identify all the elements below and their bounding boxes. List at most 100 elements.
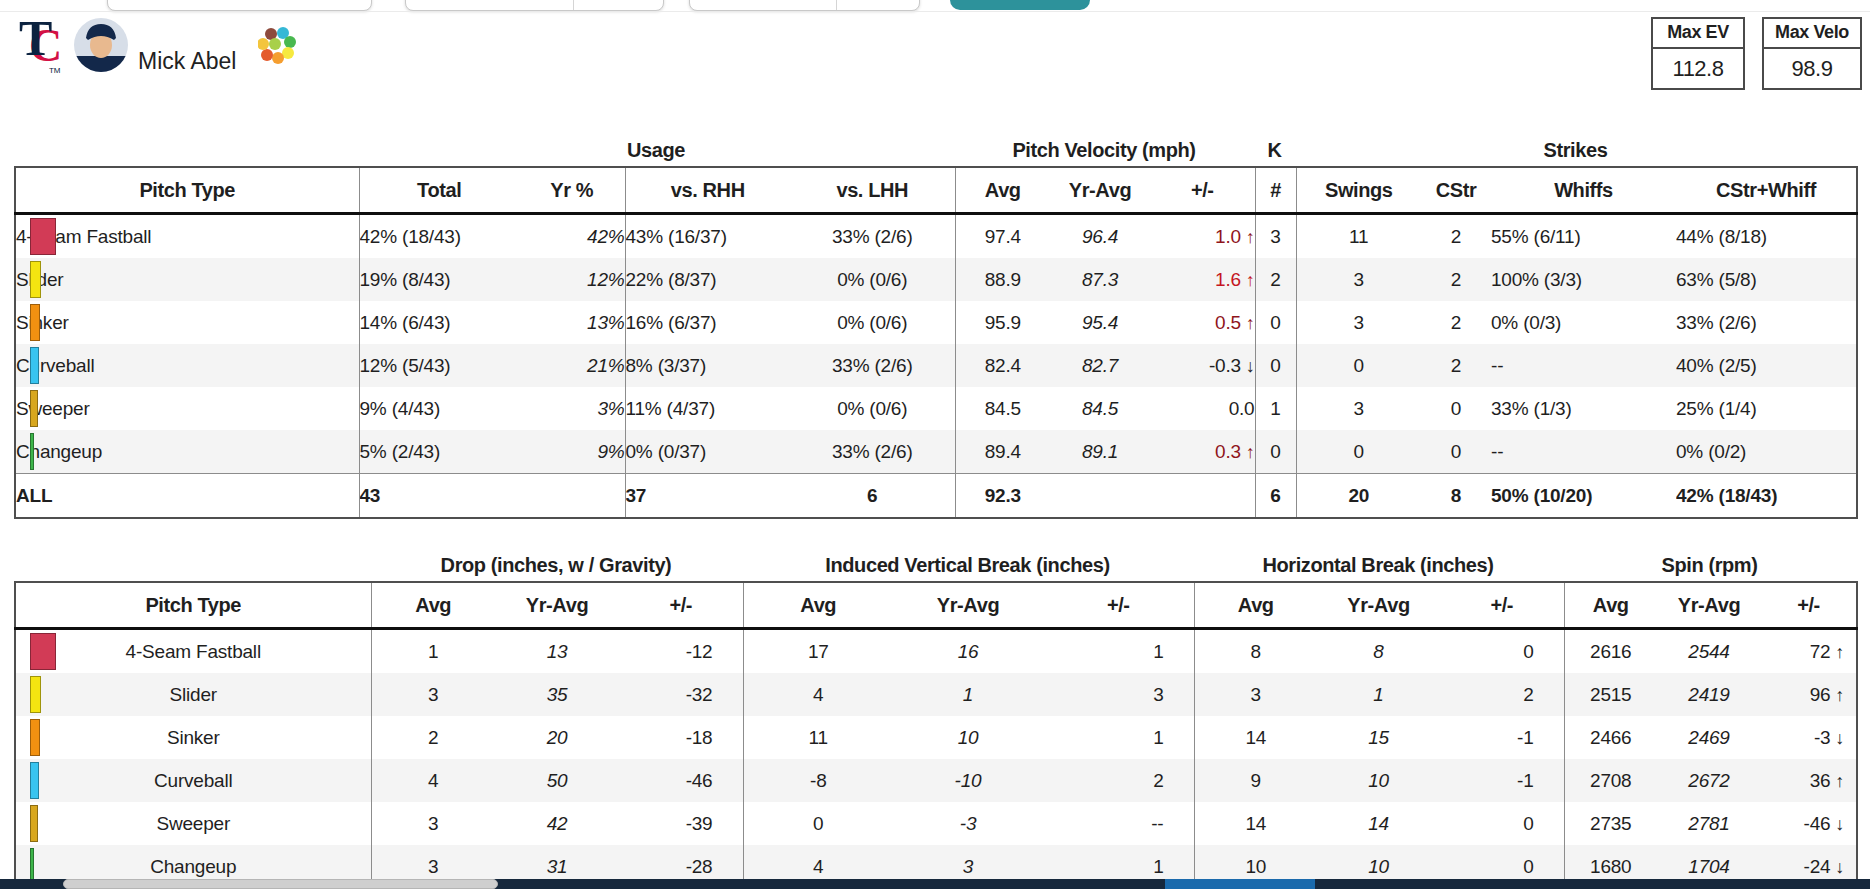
col-header-hb-delta: +/-	[1440, 582, 1564, 629]
spin-yr-cell: 2469	[1657, 716, 1761, 759]
yr-pct-cell	[519, 474, 625, 519]
whiffs-cell: 50% (10/20)	[1491, 474, 1676, 519]
col-header-drop-avg: Avg	[371, 582, 495, 629]
max-ev-box: Max EV 112.8	[1651, 17, 1745, 90]
spin-delta-cell: -3 ↓	[1761, 716, 1857, 759]
drop-avg-cell: 1	[371, 629, 495, 674]
col-header-spin-avg: Avg	[1564, 582, 1657, 629]
k-cell: 3	[1255, 214, 1296, 259]
row-curveball[interactable]: Curveball450-46-8-102910-12708267236 ↑	[15, 759, 1857, 802]
ivb-delta-cell: --	[1043, 802, 1194, 845]
pitch-type-cell: Curveball	[15, 759, 371, 802]
row-changeup[interactable]: Changeup5% (2/43)9%0% (0/37)33% (2/6)89.…	[15, 430, 1857, 474]
whiffs-cell: 33% (1/3)	[1491, 387, 1676, 430]
ivb-avg-cell: 11	[743, 716, 893, 759]
total-cell: 9% (4/43)	[359, 387, 519, 430]
pitch-name: Curveball	[16, 355, 94, 376]
total-cell: 43	[359, 474, 519, 519]
hb-avg-cell: 14	[1194, 802, 1317, 845]
col-header-velo-delta: +/-	[1150, 167, 1255, 214]
hb-delta-cell: -1	[1440, 759, 1564, 802]
blue-scroll-segment[interactable]	[1165, 879, 1315, 889]
toolbar-fragment-1[interactable]	[107, 0, 372, 11]
pitch-name: Slider	[170, 684, 217, 705]
row-sweeper[interactable]: Sweeper9% (4/43)3%11% (4/37)0% (0/6)84.5…	[15, 387, 1857, 430]
cstr-cell: 0	[1421, 430, 1491, 474]
lhh-cell: 33% (2/6)	[790, 344, 955, 387]
hb-avg-cell: 8	[1194, 629, 1317, 674]
swings-cell: 3	[1296, 301, 1421, 344]
swings-cell: 3	[1296, 387, 1421, 430]
col-header-hb-yr-avg: Yr-Avg	[1317, 582, 1440, 629]
group-strikes: Strikes	[1295, 139, 1856, 162]
spin-delta-cell: -46 ↓	[1761, 802, 1857, 845]
cstr-cell: 0	[1421, 387, 1491, 430]
pitch-color-swatch	[30, 676, 41, 713]
velo-yr-cell: 82.7	[1050, 344, 1150, 387]
down-arrow-icon: ↓	[1241, 356, 1255, 376]
pitch-color-swatch	[30, 390, 38, 427]
row-4-seam-fastball[interactable]: 4-Seam Fastball42% (18/43)42%43% (16/37)…	[15, 214, 1857, 259]
cstr-cell: 2	[1421, 301, 1491, 344]
pitch-name: Curveball	[154, 770, 232, 791]
pitch-type-cell: 4-Seam Fastball	[15, 629, 371, 674]
velo-yr-cell: 87.3	[1050, 258, 1150, 301]
yr-pct-cell: 3%	[519, 387, 625, 430]
lhh-cell: 0% (0/6)	[790, 301, 955, 344]
spin-delta-cell: 36 ↑	[1761, 759, 1857, 802]
rhh-cell: 43% (16/37)	[625, 214, 790, 259]
spin-avg-cell: 2735	[1564, 802, 1657, 845]
col-header-hb-avg: Avg	[1194, 582, 1317, 629]
row-sinker[interactable]: Sinker14% (6/43)13%16% (6/37)0% (0/6)95.…	[15, 301, 1857, 344]
pitch-name: Sinker	[167, 727, 220, 748]
toolbar-fragment-2[interactable]	[405, 0, 664, 11]
table1-group-header: Usage Pitch Velocity (mph) K Strikes	[14, 130, 1856, 166]
k-cell: 2	[1255, 258, 1296, 301]
col-header-ivb-delta: +/-	[1043, 582, 1194, 629]
col-header-drop-yr-avg: Yr-Avg	[495, 582, 619, 629]
col-header-pitch-type: Pitch Type	[15, 582, 371, 629]
toolbar-fragment-3[interactable]	[689, 0, 920, 11]
pitch-usage-table: Pitch Type Total Yr % vs. RHH vs. LHH Av…	[14, 166, 1858, 519]
toolbar-divider	[573, 0, 574, 10]
col-header-vs-lhh: vs. LHH	[790, 167, 955, 214]
pitch-color-swatch	[30, 633, 56, 670]
row-sweeper[interactable]: Sweeper342-390-3--1414027352781-46 ↓	[15, 802, 1857, 845]
pitch-color-swatch	[30, 762, 39, 799]
spin-avg-cell: 2708	[1564, 759, 1657, 802]
drop-delta-cell: -18	[619, 716, 743, 759]
spin-delta-cell: 96 ↑	[1761, 673, 1857, 716]
svg-text:TM: TM	[49, 66, 61, 75]
velo-yr-cell	[1050, 474, 1150, 519]
row-curveball[interactable]: Curveball12% (5/43)21%8% (3/37)33% (2/6)…	[15, 344, 1857, 387]
col-header-velo-yr-avg: Yr-Avg	[1050, 167, 1150, 214]
pitch-name: Sinker	[16, 312, 69, 333]
hb-avg-cell: 9	[1194, 759, 1317, 802]
bottom-section-strip	[0, 879, 1870, 889]
spin-yr-cell: 2781	[1657, 802, 1761, 845]
pitch-type-cell: Slider	[15, 258, 359, 301]
hb-delta-cell: 0	[1440, 629, 1564, 674]
ivb-delta-cell: 3	[1043, 673, 1194, 716]
row-slider[interactable]: Slider19% (8/43)12%22% (8/37)0% (0/6)88.…	[15, 258, 1857, 301]
row-all[interactable]: ALL4337692.3620850% (10/20)42% (18/43)	[15, 474, 1857, 519]
row-slider[interactable]: Slider335-324133122515241996 ↑	[15, 673, 1857, 716]
velo-yr-cell: 84.5	[1050, 387, 1150, 430]
velo-avg-cell: 95.9	[955, 301, 1050, 344]
rhh-cell: 16% (6/37)	[625, 301, 790, 344]
up-arrow-icon: ↑	[1241, 227, 1255, 247]
total-cell: 5% (2/43)	[359, 430, 519, 474]
cstr-whiff-cell: 0% (0/2)	[1676, 430, 1857, 474]
pitch-color-swatch	[30, 433, 34, 470]
total-cell: 19% (8/43)	[359, 258, 519, 301]
col-header-spin-delta: +/-	[1761, 582, 1857, 629]
pitch-color-swatch	[30, 719, 40, 756]
horizontal-scrollbar-thumb[interactable]	[63, 879, 498, 889]
hb-delta-cell: -1	[1440, 716, 1564, 759]
row-sinker[interactable]: Sinker220-18111011415-124662469-3 ↓	[15, 716, 1857, 759]
submit-button[interactable]	[950, 0, 1090, 10]
row-4-seam-fastball[interactable]: 4-Seam Fastball113-12171618802616254472 …	[15, 629, 1857, 674]
lhh-cell: 33% (2/6)	[790, 430, 955, 474]
k-cell: 0	[1255, 301, 1296, 344]
spin-avg-cell: 2616	[1564, 629, 1657, 674]
